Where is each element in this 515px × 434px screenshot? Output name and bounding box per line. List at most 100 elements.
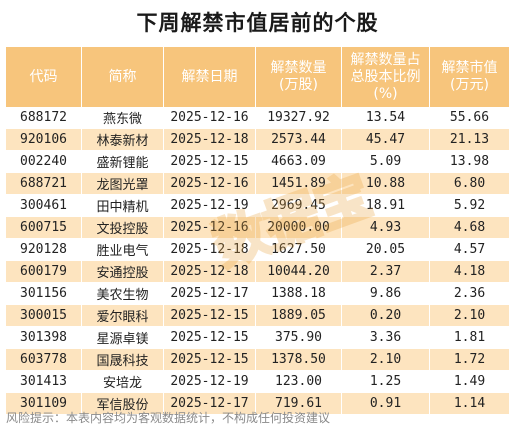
unlock-date-cell: 2025-12-19 — [164, 371, 256, 393]
unlock-quantity-cell: 1451.89 — [256, 173, 342, 195]
unlock-date-cell: 2025-12-16 — [164, 107, 256, 129]
unlock-value-cell: 2.36 — [430, 283, 509, 305]
unlock-ratio-cell: 4.93 — [342, 217, 430, 239]
table-row: 300461 田中精机 2025-12-19 2969.45 18.91 5.92 — [6, 195, 509, 217]
stock-code-cell: 600179 — [6, 261, 82, 283]
stock-name-cell: 盛新锂能 — [82, 151, 164, 173]
table-row: 301109 军信股份 2025-12-17 719.61 0.91 1.14 — [6, 393, 509, 415]
unlock-quantity-cell: 719.61 — [256, 393, 342, 415]
unlock-quantity-cell: 123.00 — [256, 371, 342, 393]
unlock-ratio-cell: 13.54 — [342, 107, 430, 129]
unlock-ratio-cell: 20.05 — [342, 239, 430, 261]
unlock-value-cell: 1.49 — [430, 371, 509, 393]
unlock-ratio-cell: 0.20 — [342, 305, 430, 327]
unlock-date-cell: 2025-12-15 — [164, 151, 256, 173]
col-ratio-header: 解禁数量占 总股本比例 (%) — [342, 47, 430, 107]
stock-code-cell: 300015 — [6, 305, 82, 327]
table-row: 600715 文投控股 2025-12-16 20000.00 4.93 4.68 — [6, 217, 509, 239]
stock-name-cell: 军信股份 — [82, 393, 164, 415]
unlock-ratio-cell: 45.47 — [342, 129, 430, 151]
unlock-quantity-cell: 1889.05 — [256, 305, 342, 327]
unlock-date-cell: 2025-12-16 — [164, 217, 256, 239]
unlock-value-cell: 13.98 — [430, 151, 509, 173]
unlock-value-cell: 4.68 — [430, 217, 509, 239]
unlock-date-cell: 2025-12-17 — [164, 283, 256, 305]
stock-name-cell: 文投控股 — [82, 217, 164, 239]
unlock-ratio-cell: 1.25 — [342, 371, 430, 393]
table-row: 301156 美农生物 2025-12-17 1388.18 9.86 2.36 — [6, 283, 509, 305]
col-quantity-header: 解禁数量 (万股) — [256, 47, 342, 107]
unlock-ratio-cell: 10.88 — [342, 173, 430, 195]
unlock-value-cell: 1.14 — [430, 393, 509, 415]
col-code-header: 代码 — [6, 47, 82, 107]
table-row: 688172 燕东微 2025-12-16 19327.92 13.54 55.66 — [6, 107, 509, 129]
stock-name-cell: 安通控股 — [82, 261, 164, 283]
stock-name-cell: 爱尔眼科 — [82, 305, 164, 327]
stock-code-cell: 301109 — [6, 393, 82, 415]
unlock-date-cell: 2025-12-18 — [164, 261, 256, 283]
stock-name-cell: 国晟科技 — [82, 349, 164, 371]
stock-name-cell: 龙图光罩 — [82, 173, 164, 195]
unlock-value-cell: 4.57 — [430, 239, 509, 261]
unlock-quantity-cell: 4663.09 — [256, 151, 342, 173]
unlock-ratio-cell: 3.36 — [342, 327, 430, 349]
unlock-quantity-cell: 1388.18 — [256, 283, 342, 305]
table-header-row: 代码 简称 解禁日期 解禁数量 (万股) 解禁数量占 总股本比例 (%) 解禁市值 (万元) — [6, 47, 509, 107]
stock-name-cell: 田中精机 — [82, 195, 164, 217]
table-row: 301413 安培龙 2025-12-19 123.00 1.25 1.49 — [6, 371, 509, 393]
unlock-quantity-cell: 19327.92 — [256, 107, 342, 129]
unlock-date-cell: 2025-12-18 — [164, 129, 256, 151]
stock-name-cell: 燕东微 — [82, 107, 164, 129]
table-row: 603778 国晟科技 2025-12-15 1378.50 2.10 1.72 — [6, 349, 509, 371]
col-name-header: 简称 — [82, 47, 164, 107]
stock-name-cell: 胜业电气 — [82, 239, 164, 261]
table-body: 688172 燕东微 2025-12-16 19327.92 13.54 55.66 920… — [6, 107, 509, 415]
stock-name-cell: 美农生物 — [82, 283, 164, 305]
table-row: 920128 胜业电气 2025-12-18 1627.50 20.05 4.57 — [6, 239, 509, 261]
unlock-value-cell: 1.81 — [430, 327, 509, 349]
unlock-ratio-cell: 2.10 — [342, 349, 430, 371]
unlock-ratio-cell: 9.86 — [342, 283, 430, 305]
lockup-table: 代码 简称 解禁日期 解禁数量 (万股) 解禁数量占 总股本比例 (%) 解禁市值 (万元) 68… — [6, 47, 509, 415]
unlock-quantity-cell: 20000.00 — [256, 217, 342, 239]
stock-code-cell: 301398 — [6, 327, 82, 349]
unlock-quantity-cell: 375.90 — [256, 327, 342, 349]
unlock-date-cell: 2025-12-16 — [164, 173, 256, 195]
unlock-ratio-cell: 0.91 — [342, 393, 430, 415]
stock-name-cell: 星源卓镁 — [82, 327, 164, 349]
unlock-value-cell: 55.66 — [430, 107, 509, 129]
table-row: 600179 安通控股 2025-12-18 10044.20 2.37 4.18 — [6, 261, 509, 283]
unlock-quantity-cell: 1627.50 — [256, 239, 342, 261]
stock-code-cell: 600715 — [6, 217, 82, 239]
table-row: 920106 林泰新材 2025-12-18 2573.44 45.47 21.13 — [6, 129, 509, 151]
stock-code-cell: 688721 — [6, 173, 82, 195]
unlock-quantity-cell: 1378.50 — [256, 349, 342, 371]
page-title: 下周解禁市值居前的个股 — [136, 11, 379, 35]
stock-code-cell: 300461 — [6, 195, 82, 217]
unlock-ratio-cell: 5.09 — [342, 151, 430, 173]
unlock-date-cell: 2025-12-18 — [164, 239, 256, 261]
unlock-ratio-cell: 18.91 — [342, 195, 430, 217]
unlock-quantity-cell: 10044.20 — [256, 261, 342, 283]
stock-code-cell: 920106 — [6, 129, 82, 151]
risk-disclaimer: 风险提示：本表内容均为客观数据统计，不构成任何投资建议 — [6, 411, 331, 425]
table-row: 002240 盛新锂能 2025-12-15 4663.09 5.09 13.98 — [6, 151, 509, 173]
stock-code-cell: 920128 — [6, 239, 82, 261]
unlock-value-cell: 2.10 — [430, 305, 509, 327]
unlock-date-cell: 2025-12-17 — [164, 393, 256, 415]
unlock-value-cell: 4.18 — [430, 261, 509, 283]
stock-code-cell: 603778 — [6, 349, 82, 371]
table-row: 301398 星源卓镁 2025-12-15 375.90 3.36 1.81 — [6, 327, 509, 349]
unlock-value-cell: 21.13 — [430, 129, 509, 151]
stock-code-cell: 688172 — [6, 107, 82, 129]
unlock-quantity-cell: 2573.44 — [256, 129, 342, 151]
unlock-value-cell: 6.80 — [430, 173, 509, 195]
table-row: 688721 龙图光罩 2025-12-16 1451.89 10.88 6.80 — [6, 173, 509, 195]
unlock-date-cell: 2025-12-15 — [164, 327, 256, 349]
table-row: 300015 爱尔眼科 2025-12-15 1889.05 0.20 2.10 — [6, 305, 509, 327]
stock-code-cell: 002240 — [6, 151, 82, 173]
stock-code-cell: 301156 — [6, 283, 82, 305]
unlock-ratio-cell: 2.37 — [342, 261, 430, 283]
unlock-value-cell: 5.92 — [430, 195, 509, 217]
